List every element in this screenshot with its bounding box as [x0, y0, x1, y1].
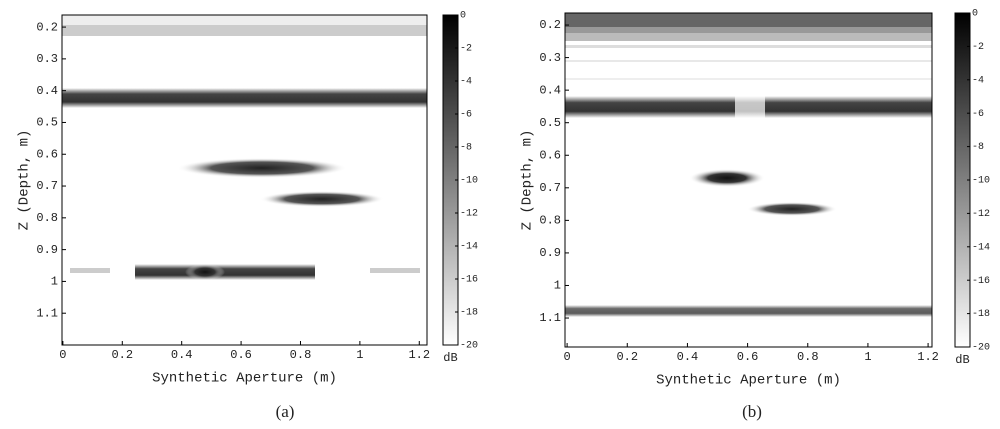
image-b: [565, 13, 932, 317]
colorbar-tick-label: -4: [972, 75, 984, 86]
x-tick-label: 1.2: [917, 350, 939, 364]
target: [260, 191, 384, 207]
y-tick-label: 0.7: [539, 181, 561, 195]
y-tick-label: 0.2: [539, 18, 561, 32]
y-tick-label: 0.2: [36, 20, 58, 34]
x-tick-label: 0.2: [111, 348, 133, 362]
surface: [565, 13, 932, 27]
surface: [62, 25, 427, 36]
colorbar-tick-label: 0: [460, 11, 466, 22]
y-tick-label: 0.9: [539, 246, 561, 260]
y-tick-label: 0.8: [36, 211, 58, 225]
colorbar-tick-label: -2: [460, 44, 472, 55]
plot-frame: [564, 12, 933, 348]
colorbar-tick-label: -18: [460, 308, 478, 319]
y-tick-label: 0.3: [539, 51, 561, 65]
x-tick-label: 1: [356, 348, 363, 362]
caption: (b): [742, 402, 762, 421]
y-tick-label: 0.8: [539, 214, 561, 228]
y-tick-label: 1.1: [36, 306, 58, 320]
x-tick-label: 0: [564, 350, 571, 364]
colorbar-tick-label: -18: [972, 309, 990, 320]
surface: [565, 27, 932, 33]
x-axis-title: Synthetic Aperture (m): [656, 373, 841, 389]
colorbar-tick-label: -16: [972, 276, 990, 287]
colorbar-tick-label: -12: [460, 209, 478, 220]
colorbar-tick-label: -10: [972, 176, 990, 187]
x-tick-label: 1.2: [408, 348, 430, 362]
plot-frame: [61, 14, 428, 346]
colorbar-tick-label: 0: [972, 9, 978, 20]
y-tick-label: 0.5: [36, 116, 58, 130]
x-tick-label: 0: [59, 348, 66, 362]
y-tick-label: 0.6: [539, 148, 561, 162]
gap: [735, 96, 765, 118]
colorbar-tick-label: -6: [460, 110, 472, 121]
clutter: [565, 60, 932, 62]
y-tick-label: 0.6: [36, 147, 58, 161]
colorbar-tick-label: -8: [972, 142, 984, 153]
y-tick-label: 0.4: [539, 83, 561, 97]
colorbar-tick-label: -16: [460, 275, 478, 286]
colorbar-tick-label: -6: [972, 109, 984, 120]
colorbar-tick-label: -20: [460, 341, 478, 352]
x-tick-label: 0.4: [171, 348, 193, 362]
x-tick-label: 0.4: [677, 350, 699, 364]
colorbar-tick-label: -20: [972, 343, 990, 354]
y-tick-label: 0.5: [539, 116, 561, 130]
colorbar-tick-label: -14: [972, 242, 990, 253]
target: [689, 169, 765, 187]
target: [747, 202, 837, 216]
y-tick-label: 0.9: [36, 243, 58, 257]
y-tick-label: 0.4: [36, 84, 58, 98]
colorbar-tick-label: -14: [460, 242, 478, 253]
reflection: [565, 305, 932, 317]
colorbar-tick-label: -12: [972, 209, 990, 220]
caption: (a): [276, 402, 295, 421]
x-tick-label: 0.2: [616, 350, 638, 364]
y-tick-label: 1: [554, 279, 561, 293]
y-axis-title: Z (Depth, m): [17, 130, 33, 231]
colorbar-tick-label: -4: [460, 77, 472, 88]
x-tick-label: 0.6: [230, 348, 252, 362]
colorbar-label: dB: [443, 351, 457, 365]
x-axis-title: Synthetic Aperture (m): [152, 371, 337, 387]
x-tick-label: 0.8: [797, 350, 819, 364]
clutter: [565, 78, 932, 80]
reflection: [370, 268, 420, 273]
surface: [565, 33, 932, 41]
y-tick-label: 0.3: [36, 52, 58, 66]
y-tick-label: 0.7: [36, 179, 58, 193]
target: [177, 158, 347, 178]
surface: [62, 15, 427, 25]
x-tick-label: 0.8: [290, 348, 312, 362]
y-tick-label: 1: [51, 275, 58, 289]
colorbar-tick-label: -2: [972, 42, 984, 53]
reflection: [70, 268, 110, 273]
colorbar-label: dB: [955, 353, 969, 367]
image-a: [62, 15, 427, 280]
reflection: [185, 264, 225, 280]
y-axis-title: Z (Depth, m): [520, 130, 536, 231]
reflection: [62, 88, 427, 108]
y-tick-label: 1.1: [539, 311, 561, 325]
x-tick-label: 0.6: [737, 350, 759, 364]
colorbar-tick-label: -10: [460, 176, 478, 187]
colorbar-tick-label: -8: [460, 143, 472, 154]
surface: [565, 45, 932, 48]
x-tick-label: 1: [864, 350, 871, 364]
